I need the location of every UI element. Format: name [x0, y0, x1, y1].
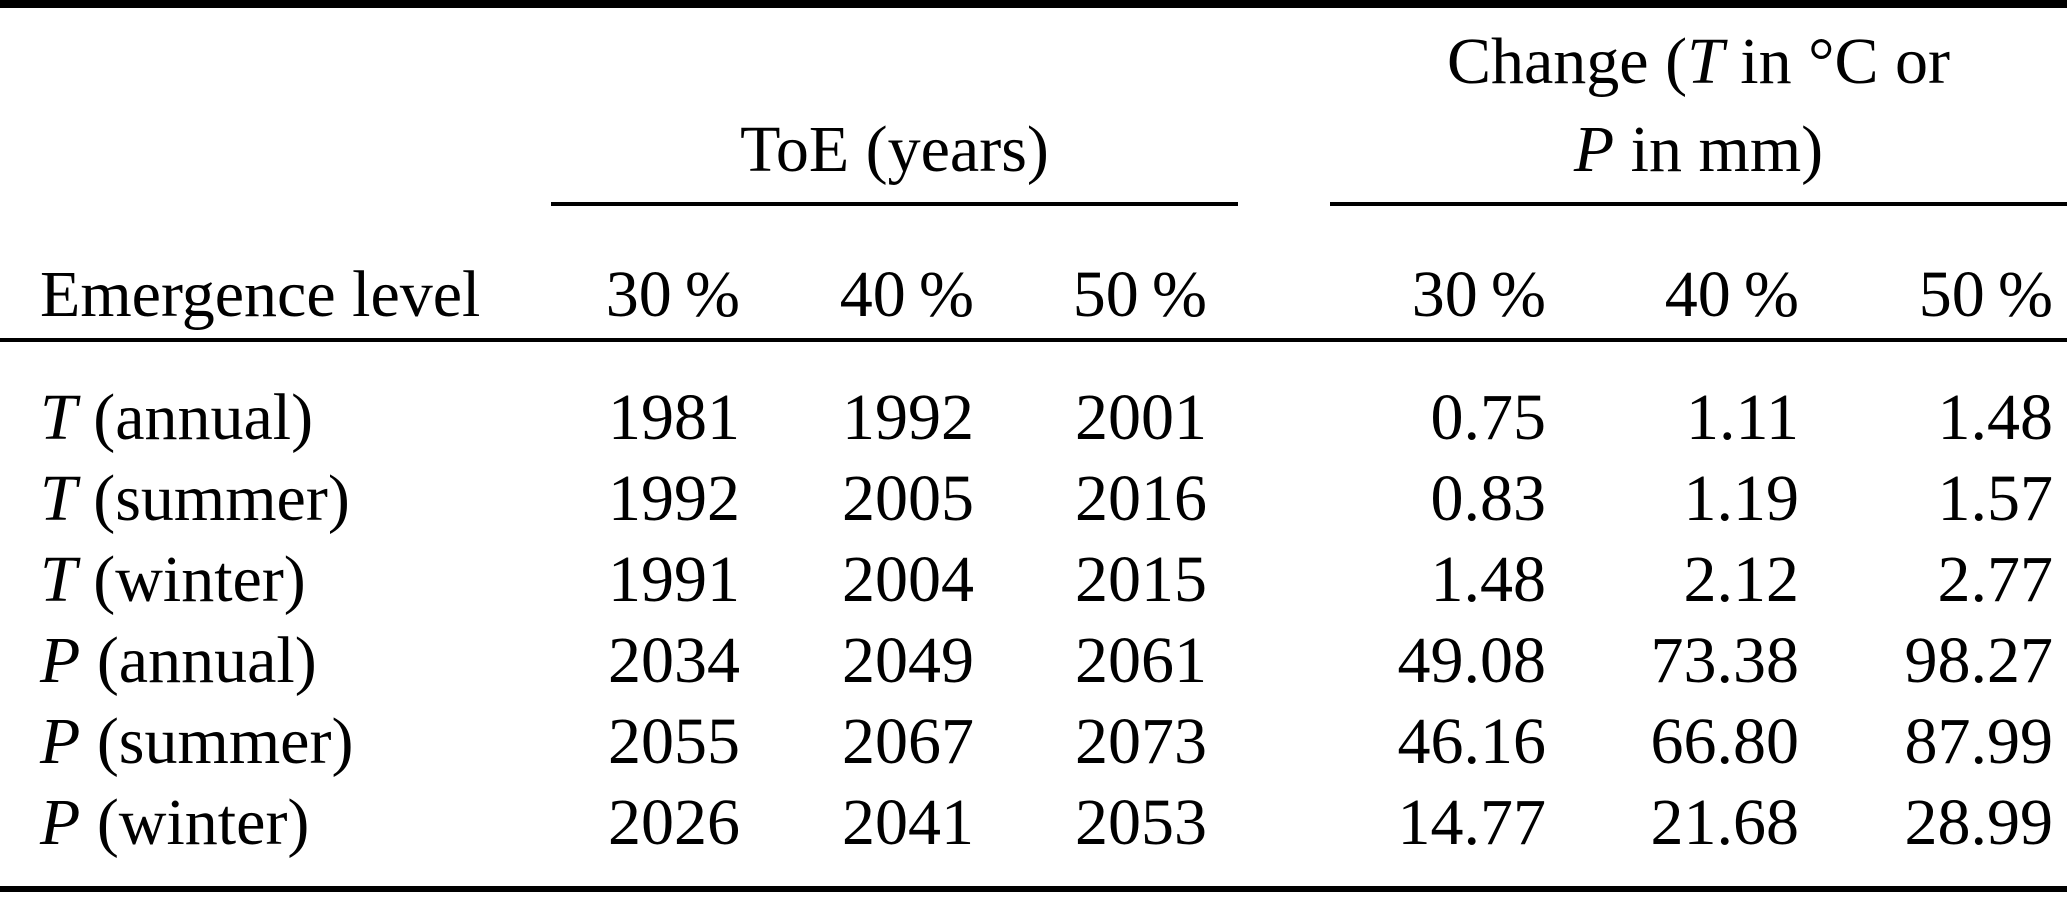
row-symbol: P — [40, 624, 81, 697]
cell-change-30: 0.75 — [1430, 381, 1547, 454]
cell-change-50: 2.77 — [1937, 543, 2054, 616]
change-group-header: Change (T in °C or P in mm) — [1330, 18, 2067, 194]
cell-change-30: 1.48 — [1430, 543, 1547, 616]
cell-change-40: 73.38 — [1650, 624, 1800, 697]
cell-change-50: 87.99 — [1904, 705, 2054, 778]
cell-toe-50: 2001 — [1075, 381, 1207, 454]
cell-change-40: 1.19 — [1683, 462, 1800, 535]
header-toe-50: 50 % — [1072, 258, 1207, 332]
row-label: P (annual) — [40, 620, 317, 701]
cell-toe-40: 2049 — [842, 624, 974, 697]
row-suffix: (summer) — [76, 462, 350, 535]
row-label: T (summer) — [40, 458, 350, 539]
table-row-t-annual: T (annual) 1981 1992 2001 0.75 1.11 1.48 — [0, 377, 2067, 458]
cell-change-30: 0.83 — [1430, 462, 1547, 535]
row-label: T (winter) — [40, 539, 306, 620]
cell-toe-40: 1992 — [842, 381, 974, 454]
cell-change-40: 2.12 — [1683, 543, 1800, 616]
table-row-p-annual: P (annual) 2034 2049 2061 49.08 73.38 98… — [0, 620, 2067, 701]
table-row-t-winter: T (winter) 1991 2004 2015 1.48 2.12 2.77 — [0, 539, 2067, 620]
row-symbol: T — [40, 381, 77, 454]
cell-toe-50: 2061 — [1075, 624, 1207, 697]
header-change-50: 50 % — [1918, 258, 2053, 332]
cell-toe-30: 2055 — [608, 705, 740, 778]
row-suffix: (annual) — [80, 624, 317, 697]
cell-toe-50: 2016 — [1075, 462, 1207, 535]
change-title-var-t: T — [1687, 25, 1724, 98]
cell-change-50: 28.99 — [1904, 786, 2054, 859]
cell-change-40: 21.68 — [1650, 786, 1800, 859]
row-suffix: (winter) — [76, 543, 306, 616]
cell-toe-40: 2067 — [842, 705, 974, 778]
cell-change-50: 1.57 — [1937, 462, 2054, 535]
table-top-rule — [0, 0, 2067, 8]
cell-toe-30: 1992 — [608, 462, 740, 535]
cell-toe-40: 2004 — [842, 543, 974, 616]
cell-change-40: 66.80 — [1650, 705, 1800, 778]
row-symbol: T — [40, 543, 77, 616]
cell-toe-40: 2041 — [842, 786, 974, 859]
row-suffix: (annual) — [76, 381, 314, 454]
change-title-var-p: P — [1573, 113, 1615, 186]
change-group-rule — [1330, 202, 2067, 206]
change-title-mid: in °C or — [1723, 25, 1951, 98]
cell-change-50: 98.27 — [1904, 624, 2054, 697]
row-symbol: P — [40, 705, 81, 778]
cell-change-30: 46.16 — [1397, 705, 1547, 778]
cell-toe-50: 2073 — [1075, 705, 1207, 778]
cell-toe-30: 1981 — [608, 381, 740, 454]
cell-toe-40: 2005 — [842, 462, 974, 535]
cell-toe-30: 2026 — [608, 786, 740, 859]
row-symbol: P — [40, 786, 81, 859]
header-toe-30: 30 % — [605, 258, 740, 332]
row-label: T (annual) — [40, 377, 313, 458]
cell-change-50: 1.48 — [1937, 381, 2054, 454]
table-row-p-winter: P (winter) 2026 2041 2053 14.77 21.68 28… — [0, 782, 2067, 863]
row-symbol: T — [40, 462, 77, 535]
corner-header-emergence-level: Emergence level — [40, 258, 481, 332]
cell-toe-50: 2053 — [1075, 786, 1207, 859]
cell-toe-30: 1991 — [608, 543, 740, 616]
change-title-pre: Change ( — [1446, 25, 1688, 98]
header-change-30: 30 % — [1411, 258, 1546, 332]
table-row-p-summer: P (summer) 2055 2067 2073 46.16 66.80 87… — [0, 701, 2067, 782]
change-title-post: in mm) — [1614, 113, 1824, 186]
row-label: P (winter) — [40, 782, 309, 863]
table-body: T (annual) 1981 1992 2001 0.75 1.11 1.48… — [0, 377, 2067, 863]
toe-group-header: ToE (years) — [551, 106, 1238, 194]
header-toe-40: 40 % — [839, 258, 974, 332]
cell-toe-50: 2015 — [1075, 543, 1207, 616]
cell-change-30: 49.08 — [1397, 624, 1547, 697]
table-row-t-summer: T (summer) 1992 2005 2016 0.83 1.19 1.57 — [0, 458, 2067, 539]
row-label: P (summer) — [40, 701, 353, 782]
cell-change-30: 14.77 — [1397, 786, 1547, 859]
change-group-title-line1: Change (T in °C or — [1330, 18, 2067, 106]
change-group-title-line2: P in mm) — [1330, 106, 2067, 194]
toe-group-rule — [551, 202, 1238, 206]
toe-group-title: ToE (years) — [740, 113, 1049, 186]
cell-toe-30: 2034 — [608, 624, 740, 697]
row-suffix: (winter) — [80, 786, 310, 859]
column-header-row: Emergence level 30 % 40 % 50 % 30 % 40 %… — [0, 240, 2067, 332]
table-bottom-rule — [0, 886, 2067, 892]
header-change-40: 40 % — [1664, 258, 1799, 332]
header-separator-rule — [0, 338, 2067, 342]
row-suffix: (summer) — [80, 705, 354, 778]
cell-change-40: 1.11 — [1685, 381, 1799, 454]
